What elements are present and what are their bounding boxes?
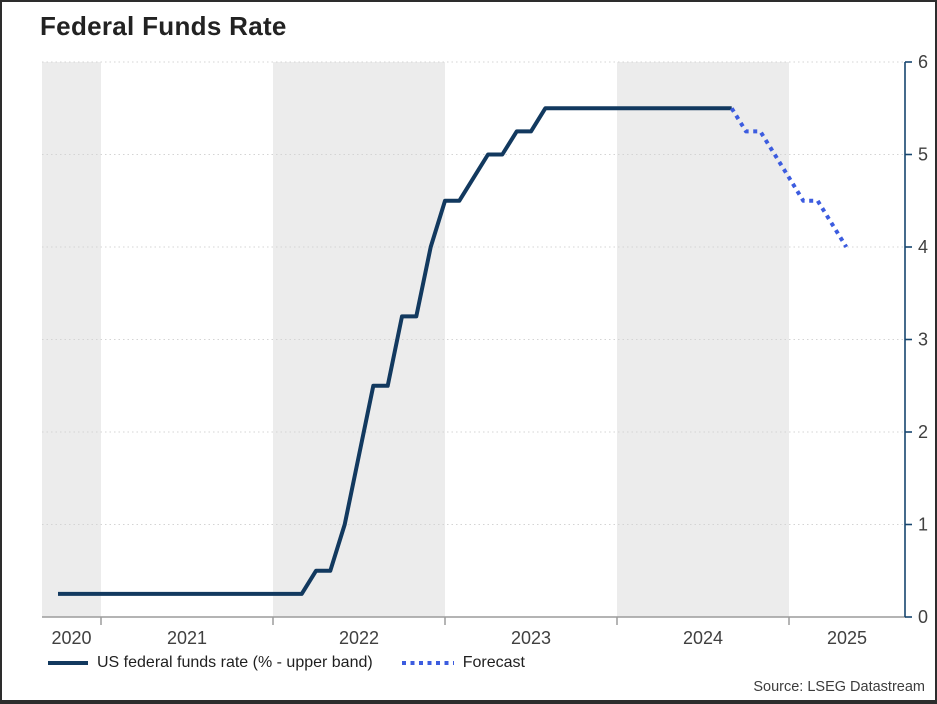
y-tick-label-5: 5 [918,145,928,165]
y-tick-label-2: 2 [918,422,928,442]
y-tick-label-3: 3 [918,330,928,350]
legend-label-history: US federal funds rate (% - upper band) [97,654,373,671]
source-credit: Source: LSEG Datastream [753,679,925,695]
series-history-line [58,106,732,596]
chart-title: Federal Funds Rate [40,11,287,41]
x-tick-label-2023: 2023 [511,628,551,648]
x-tick-label-2022: 2022 [339,628,379,648]
y-tick-label-6: 6 [918,52,928,72]
y-tick-label-4: 4 [918,237,928,257]
legend-swatch-forecast-line [401,661,454,665]
legend: US federal funds rate (% - upper band) F… [48,654,525,672]
x-tick-label-2020: 2020 [51,628,91,648]
x-tick-label-2021: 2021 [167,628,207,648]
series-forecast-line [729,107,849,249]
legend-item-forecast: Forecast [401,654,525,672]
legend-item-history: US federal funds rate (% - upper band) [48,654,373,672]
legend-swatch-history-line [48,661,88,665]
x-tick-label-2025: 2025 [827,628,867,648]
y-tick-label-1: 1 [918,515,928,535]
legend-label-forecast: Forecast [462,654,525,671]
y-tick-label-0: 0 [918,607,928,627]
x-tick-label-2024: 2024 [683,628,723,648]
